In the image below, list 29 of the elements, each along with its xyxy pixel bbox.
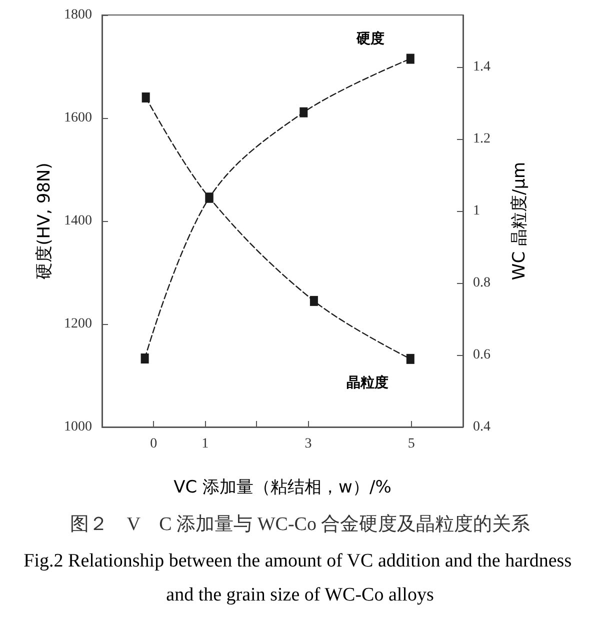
x-tick-label: 0 (150, 436, 158, 452)
x-axis-title: VC 添加量（粘结相，w）/% (174, 478, 392, 498)
text: Fig.2 Relationship between the amount of VC addition and the hardness and the grain size of WC-Co alloys (24, 550, 576, 606)
y2-tick-label: 1.4 (473, 59, 490, 74)
series-label: 晶粒度 (346, 374, 388, 391)
y-tick-label: 1200 (64, 316, 92, 332)
y2-tick-label: 0.8 (473, 275, 490, 290)
y-tick-label: 1000 (64, 420, 92, 434)
y-tick-label: 1400 (64, 214, 92, 228)
series-label: 硬度 (355, 30, 384, 47)
point (142, 92, 150, 102)
text: 图２ V C 添加量与 WC-Co 合金硬度及晶粒度的关系 (70, 513, 530, 535)
y2-tick-label: 1.2 (473, 131, 490, 146)
y2-tick-label: 0.6 (473, 347, 490, 362)
point (300, 107, 308, 118)
x-tick-label: 5 (408, 436, 415, 452)
point (140, 354, 149, 364)
y2-axis-title: WC 晶粒度/μm (510, 162, 530, 280)
y-tick-label: 1800 (64, 8, 92, 22)
y2-tick-label: 1 (473, 203, 480, 218)
point (406, 354, 414, 364)
y2-tick-label: 0.4 (473, 420, 490, 434)
y-tick-label: 1600 (64, 110, 92, 126)
x-tick-label: 1 (202, 436, 209, 452)
point (205, 192, 214, 203)
x-tick-label: 3 (304, 436, 312, 452)
point (406, 54, 414, 64)
point (310, 296, 318, 306)
y-axis-title: 硬度(HV, 98N) (34, 162, 55, 280)
